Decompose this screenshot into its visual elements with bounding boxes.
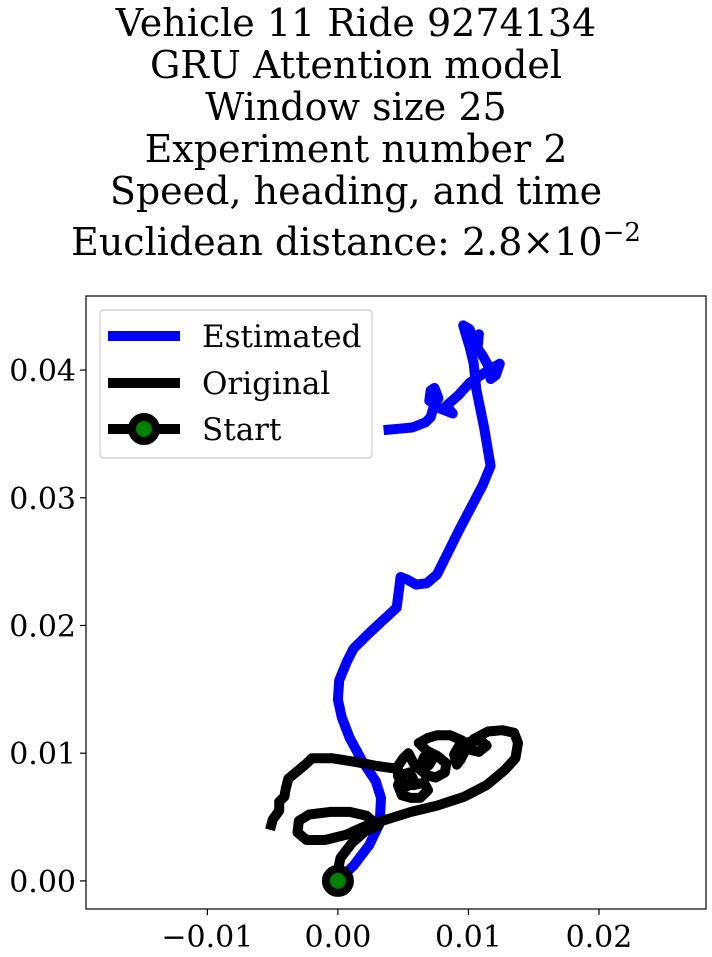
x-tick-label: 0.01 xyxy=(435,920,502,955)
x-tick-label: 0.02 xyxy=(566,920,633,955)
distance-mantissa: 2.8 xyxy=(461,220,523,264)
legend-estimated-label: Estimated xyxy=(202,319,361,355)
distance-prefix: Euclidean distance: xyxy=(71,220,462,264)
legend-box xyxy=(99,309,373,459)
series-line-original xyxy=(265,725,523,881)
x-axis: −0.01 0.00 0.01 0.02 xyxy=(161,909,632,955)
y-tick-label: 0.02 xyxy=(9,609,76,644)
y-tick-label: 0.03 xyxy=(9,482,76,517)
title-line-distance: Euclidean distance: 2.8×10−2 xyxy=(0,212,712,263)
x-tick-label: 0.00 xyxy=(305,920,372,955)
series-layer xyxy=(265,320,523,897)
title-line-features: Speed, heading, and time xyxy=(109,169,603,213)
title-line-model: GRU Attention model xyxy=(149,43,563,87)
title-line-vehicle: Vehicle 11 Ride 9274134 xyxy=(115,1,597,45)
plot-frame xyxy=(85,295,707,910)
distance-times: × xyxy=(522,220,555,264)
x-tick-label: −0.01 xyxy=(161,920,253,955)
distance-exponent: −2 xyxy=(602,218,641,248)
legend-original-label: Original xyxy=(202,366,330,402)
start-marker xyxy=(321,864,354,897)
y-axis: 0.00 0.01 0.02 0.03 0.04 xyxy=(9,354,86,900)
legend: Estimated Original Start xyxy=(99,309,373,459)
y-tick-label: 0.01 xyxy=(9,737,76,772)
legend-start-label: Start xyxy=(202,412,282,448)
y-tick-label: 0.00 xyxy=(9,865,76,900)
series-line-estimated xyxy=(332,320,505,885)
title-line-experiment: Experiment number 2 xyxy=(144,127,568,171)
distance-base: 10 xyxy=(554,220,603,264)
y-tick-label: 0.04 xyxy=(9,354,76,389)
legend-start-marker xyxy=(128,413,160,445)
title-line-window: Window size 25 xyxy=(205,85,507,129)
